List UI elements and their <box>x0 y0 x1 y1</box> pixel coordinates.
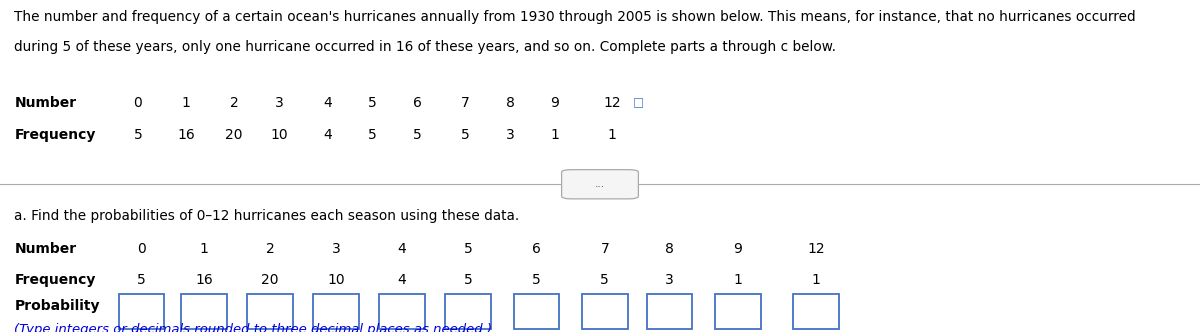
Text: 6: 6 <box>413 96 422 110</box>
Text: 4: 4 <box>397 242 407 256</box>
Text: 1: 1 <box>733 273 743 287</box>
Text: Number: Number <box>14 96 77 110</box>
Text: 2: 2 <box>265 242 275 256</box>
Text: 5: 5 <box>367 128 377 142</box>
Text: 3: 3 <box>275 96 284 110</box>
Text: (Type integers or decimals rounded to three decimal places as needed.): (Type integers or decimals rounded to th… <box>14 323 492 332</box>
Text: 9: 9 <box>550 96 559 110</box>
Text: The number and frequency of a certain ocean's hurricanes annually from 1930 thro: The number and frequency of a certain oc… <box>14 10 1136 24</box>
Text: 20: 20 <box>226 128 242 142</box>
Text: 0: 0 <box>133 96 143 110</box>
Text: 3: 3 <box>505 128 515 142</box>
Text: 10: 10 <box>328 273 344 287</box>
Text: 5: 5 <box>367 96 377 110</box>
Text: 1: 1 <box>811 273 821 287</box>
Text: 1: 1 <box>607 128 617 142</box>
Text: 12: 12 <box>604 96 620 110</box>
Text: 3: 3 <box>331 242 341 256</box>
Text: 3: 3 <box>665 273 674 287</box>
Text: 5: 5 <box>133 128 143 142</box>
Text: 5: 5 <box>463 242 473 256</box>
Text: 5: 5 <box>600 273 610 287</box>
Text: 5: 5 <box>463 273 473 287</box>
Text: 1: 1 <box>199 242 209 256</box>
Text: 4: 4 <box>323 96 332 110</box>
Text: 12: 12 <box>808 242 824 256</box>
Text: a. Find the probabilities of 0–12 hurricanes each season using these data.: a. Find the probabilities of 0–12 hurric… <box>14 209 520 223</box>
Text: 5: 5 <box>413 128 422 142</box>
Text: 5: 5 <box>461 128 470 142</box>
Text: 4: 4 <box>323 128 332 142</box>
Text: 7: 7 <box>600 242 610 256</box>
Text: 5: 5 <box>532 273 541 287</box>
Text: 1: 1 <box>181 96 191 110</box>
Text: 0: 0 <box>137 242 146 256</box>
Text: Frequency: Frequency <box>14 128 96 142</box>
Text: Number: Number <box>14 242 77 256</box>
Text: 4: 4 <box>397 273 407 287</box>
Text: Frequency: Frequency <box>14 273 96 287</box>
Text: 20: 20 <box>262 273 278 287</box>
Text: □: □ <box>632 96 644 109</box>
Text: 8: 8 <box>505 96 515 110</box>
Text: 10: 10 <box>271 128 288 142</box>
Text: 9: 9 <box>733 242 743 256</box>
Text: 2: 2 <box>229 96 239 110</box>
Text: 16: 16 <box>178 128 194 142</box>
Text: Probability: Probability <box>14 299 100 313</box>
Text: 7: 7 <box>461 96 470 110</box>
Text: 16: 16 <box>196 273 212 287</box>
Text: 8: 8 <box>665 242 674 256</box>
Text: ...: ... <box>595 179 605 189</box>
Text: 1: 1 <box>550 128 559 142</box>
Text: during 5 of these years, only one hurricane occurred in 16 of these years, and s: during 5 of these years, only one hurric… <box>14 40 836 54</box>
Text: 5: 5 <box>137 273 146 287</box>
Text: 6: 6 <box>532 242 541 256</box>
